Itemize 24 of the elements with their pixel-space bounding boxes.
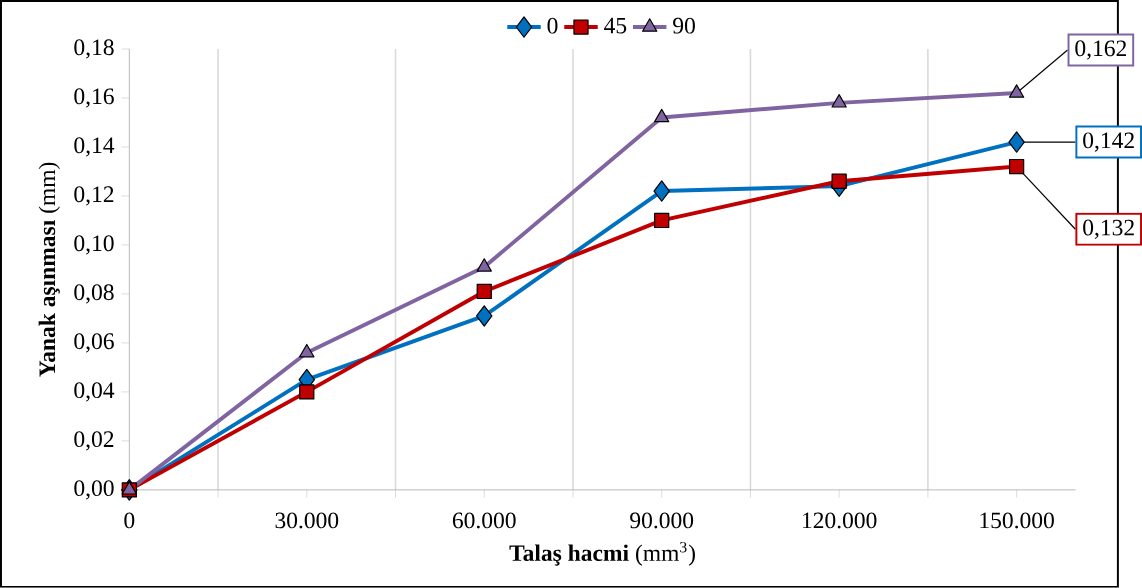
data-label: 0,132 [1083,219,1134,239]
data-label: 0,162 [1075,40,1127,60]
y-tick-label: 0,08 [74,284,114,304]
y-axis-title: Yanak aşınması (mm) [38,162,60,377]
y-tick-label: 0,10 [74,235,114,255]
x-tick-label: 120.000 [803,512,877,529]
x-tick-label: 0 [124,512,135,529]
data-label: 0,142 [1083,132,1134,152]
x-tick-label: 150.000 [980,512,1054,529]
x-axis-title: Talaş hacmi (mm$^{3}$) [509,541,695,566]
y-tick-label: 0,14 [74,137,115,157]
x-tick-label: 90.000 [630,512,694,529]
y-tick-label: 0,18 [74,39,114,59]
y-tick-label: 0,02 [74,431,114,451]
y-tick-label: 0,16 [74,88,114,108]
legend-label: 45 [604,17,627,34]
x-tick-label: 60.000 [452,512,516,529]
y-tick-label: 0,06 [74,333,114,353]
y-tick-label: 0,12 [74,186,114,206]
y-tick-label: 0,00 [74,480,114,500]
legend-label: 90 [673,17,695,34]
y-tick-label: 0,04 [74,382,115,402]
legend-label: 0 [547,17,558,34]
x-tick-label: 30.000 [275,512,339,529]
